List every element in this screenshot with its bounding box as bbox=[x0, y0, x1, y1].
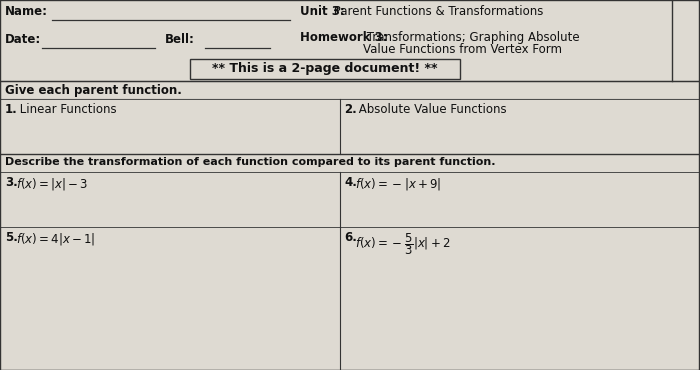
Text: Transformations; Graphing Absolute: Transformations; Graphing Absolute bbox=[363, 31, 580, 44]
Text: 5.: 5. bbox=[5, 231, 18, 244]
Text: Name:: Name: bbox=[5, 5, 48, 18]
Bar bbox=[340, 227, 700, 370]
Bar bbox=[0, 227, 340, 370]
Text: $\mathit{f}(x)=-\dfrac{5}{3}|x|+2$: $\mathit{f}(x)=-\dfrac{5}{3}|x|+2$ bbox=[355, 231, 451, 257]
Text: 6.: 6. bbox=[344, 231, 357, 244]
Text: 2.: 2. bbox=[344, 103, 357, 116]
Text: Bell:: Bell: bbox=[165, 33, 195, 46]
Text: Absolute Value Functions: Absolute Value Functions bbox=[355, 103, 507, 116]
Text: Homework 3:: Homework 3: bbox=[300, 31, 388, 44]
Text: Linear Functions: Linear Functions bbox=[16, 103, 117, 116]
Bar bbox=[190, 59, 460, 79]
Text: ** This is a 2-page document! **: ** This is a 2-page document! ** bbox=[212, 62, 438, 75]
Text: Date:: Date: bbox=[5, 33, 41, 46]
Text: 3.: 3. bbox=[5, 176, 18, 189]
Text: 4.: 4. bbox=[344, 176, 357, 189]
Bar bbox=[0, 56, 700, 81]
Bar bbox=[0, 28, 700, 56]
Bar bbox=[0, 99, 340, 154]
Bar bbox=[0, 172, 340, 227]
Text: Describe the transformation of each function compared to its parent function.: Describe the transformation of each func… bbox=[5, 157, 496, 167]
Text: Unit 3:: Unit 3: bbox=[300, 5, 344, 18]
Text: $\mathit{f}(x)=|x|-3$: $\mathit{f}(x)=|x|-3$ bbox=[16, 176, 88, 192]
Bar bbox=[340, 172, 700, 227]
Bar bbox=[340, 99, 700, 154]
Bar bbox=[0, 0, 700, 28]
Bar bbox=[0, 81, 700, 99]
Text: Give each parent function.: Give each parent function. bbox=[5, 84, 182, 97]
Text: 1.: 1. bbox=[5, 103, 18, 116]
Text: Parent Functions & Transformations: Parent Functions & Transformations bbox=[330, 5, 543, 18]
Bar bbox=[0, 154, 700, 172]
Text: Value Functions from Vertex Form: Value Functions from Vertex Form bbox=[363, 43, 562, 56]
Text: $\mathit{f}(x)=-|x+9|$: $\mathit{f}(x)=-|x+9|$ bbox=[355, 176, 442, 192]
Text: $\mathit{f}(x)=4|x-1|$: $\mathit{f}(x)=4|x-1|$ bbox=[16, 231, 95, 247]
